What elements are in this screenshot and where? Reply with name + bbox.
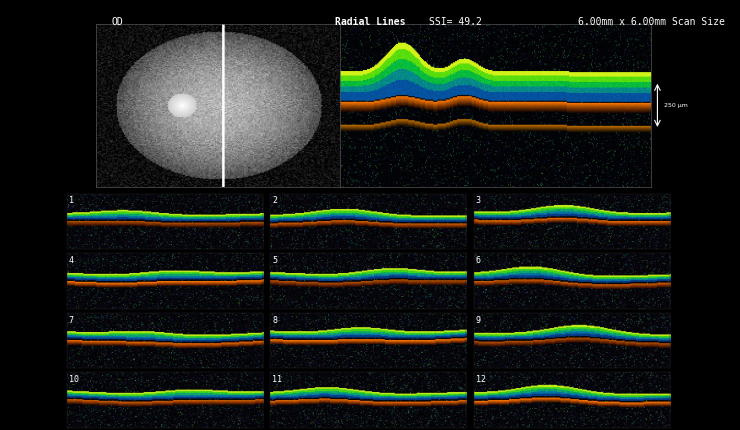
Text: 9: 9: [476, 316, 480, 325]
Text: Radial Lines: Radial Lines: [334, 17, 406, 27]
Text: 7: 7: [69, 316, 73, 325]
Text: 250 µm: 250 µm: [664, 103, 687, 108]
Text: 3: 3: [476, 196, 480, 205]
Text: 2: 2: [272, 196, 277, 205]
Text: 10: 10: [69, 375, 78, 384]
Text: 5: 5: [272, 256, 277, 265]
Text: 6: 6: [476, 256, 480, 265]
Text: 6.00mm x 6.00mm Scan Size: 6.00mm x 6.00mm Scan Size: [578, 17, 724, 27]
Text: SSI= 49.2: SSI= 49.2: [429, 17, 482, 27]
Text: 8: 8: [272, 316, 277, 325]
Text: 12: 12: [476, 375, 485, 384]
Text: 1: 1: [69, 196, 73, 205]
Text: 11: 11: [272, 375, 282, 384]
Text: 4: 4: [69, 256, 73, 265]
Text: OD: OD: [111, 17, 123, 27]
